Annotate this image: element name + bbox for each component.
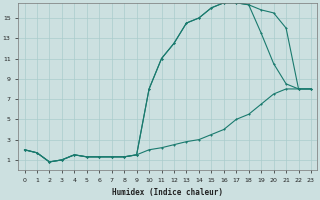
X-axis label: Humidex (Indice chaleur): Humidex (Indice chaleur)	[112, 188, 223, 197]
